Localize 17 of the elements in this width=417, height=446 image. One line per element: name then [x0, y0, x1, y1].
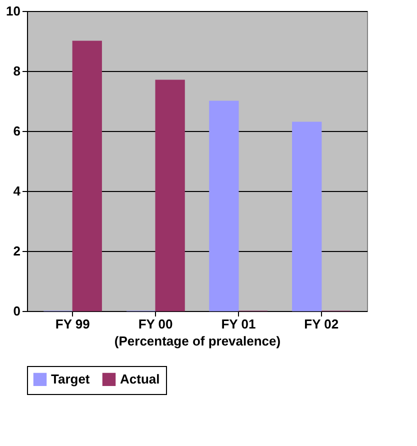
- legend-label: Actual: [120, 371, 160, 386]
- y-tick-label: 10: [6, 4, 20, 18]
- bar: [72, 40, 102, 312]
- x-tick-label: FY 99: [55, 316, 90, 332]
- y-tick-label: 4: [13, 184, 22, 198]
- x-tick-label: FY 01: [221, 316, 256, 332]
- legend-label: Target: [51, 371, 90, 386]
- x-tick-label: FY 00: [138, 316, 173, 332]
- x-axis-title: (Percentage of prevalence): [114, 334, 281, 348]
- y-tick-label: 8: [13, 64, 20, 78]
- x-tick-label: FY 02: [304, 316, 339, 332]
- bar: [155, 80, 185, 312]
- y-tick-label: 6: [13, 124, 20, 138]
- y-tick-label: 0: [13, 304, 20, 318]
- bar: [209, 100, 239, 312]
- bar: [292, 122, 322, 312]
- y-tick-label: 2: [13, 244, 20, 258]
